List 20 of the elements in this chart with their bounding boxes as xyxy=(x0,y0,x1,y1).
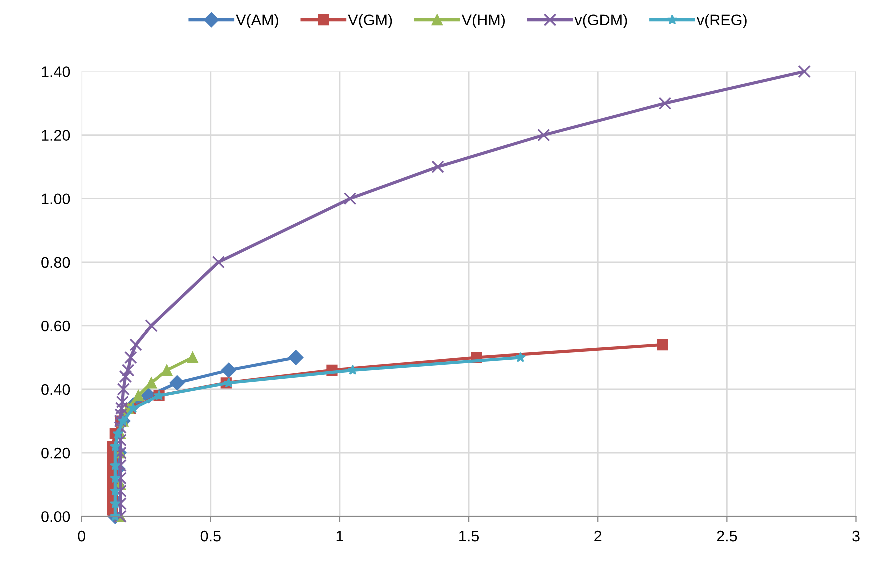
legend-label: V(GM) xyxy=(348,14,392,29)
y-tick-label: 1.20 xyxy=(42,130,70,141)
x-tick-label: 2.5 xyxy=(717,530,738,542)
y-tick-label: 0.80 xyxy=(42,257,70,268)
y-tick-label: 0.60 xyxy=(42,320,70,332)
x-tick-label: 0.5 xyxy=(200,530,221,542)
legend-label: V(AM) xyxy=(236,14,278,29)
x-tick-label: 1 xyxy=(336,531,344,542)
y-tick-label: 1.40 xyxy=(42,66,70,78)
x-tick-label: 1.5 xyxy=(460,531,480,542)
legend-label: v(GDM) xyxy=(574,14,628,29)
x-tick-label: 2 xyxy=(594,530,602,542)
x-tick-label: 0 xyxy=(78,530,86,542)
legend-label: V(HM) xyxy=(462,14,506,29)
x-tick-label: 3 xyxy=(852,530,860,542)
y-tick-label: 0.40 xyxy=(42,384,70,396)
y-tick-label: 0.00 xyxy=(42,511,70,522)
y-tick-label: 0.20 xyxy=(42,448,70,459)
legend-label: v(REG) xyxy=(696,14,747,29)
y-tick-label: 1.00 xyxy=(42,194,70,205)
